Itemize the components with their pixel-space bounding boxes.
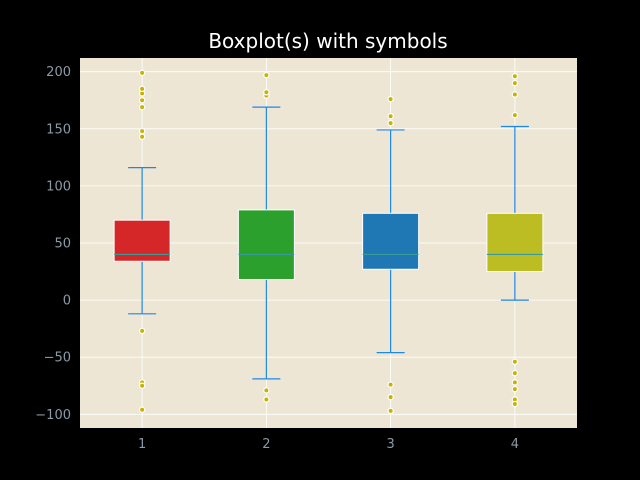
flier-point [511,91,519,98]
boxplot-4 [486,73,544,408]
y-tick-label: 150 [46,122,71,137]
x-tick-label: 4 [511,437,519,452]
y-tick-label: −50 [44,351,71,366]
flier-point [511,73,519,80]
flier-point [138,69,146,77]
boxplot-1 [113,69,171,413]
flier-point [138,406,146,413]
flier-point [138,103,146,111]
y-tick-label: 200 [46,65,71,80]
x-tick-label: 2 [262,437,270,452]
y-tick-label: 0 [63,294,71,309]
flier-point [263,396,270,403]
flier-point [511,111,519,119]
boxplot-3 [362,95,420,415]
box-body [113,219,171,262]
flier-point [263,387,270,394]
flier-point [263,89,270,96]
flier-point [511,79,519,87]
flier-point [138,85,146,93]
boxplot-2 [237,71,295,403]
flier-point [387,119,394,127]
x-tick-label: 1 [138,437,146,452]
box-body [486,212,544,273]
flier-point [138,327,146,335]
x-tick-label: 3 [386,437,394,452]
y-tick-label: −100 [35,408,71,423]
flier-point [511,400,519,408]
flier-point [138,97,146,104]
flier-point [387,95,394,103]
flier-point [387,407,394,415]
flier-point [387,113,394,120]
box-body [237,209,295,281]
box-series [113,69,544,415]
flier-point [511,358,519,365]
flier-point [511,369,519,377]
flier-point [138,382,146,389]
y-tick-label: 50 [54,237,71,252]
chart-title: Boxplot(s) with symbols [208,29,447,53]
flier-point [511,379,519,386]
flier-point [138,133,146,140]
flier-point [263,71,270,79]
y-tick-label: 100 [46,179,71,194]
box-body [362,212,420,270]
flier-point [138,127,146,135]
axis-tick-labels: −100 −50 0 50 100 150 200 1 2 3 4 [35,65,519,452]
flier-point [387,393,394,401]
flier-point [511,385,519,393]
flier-point [387,381,394,388]
